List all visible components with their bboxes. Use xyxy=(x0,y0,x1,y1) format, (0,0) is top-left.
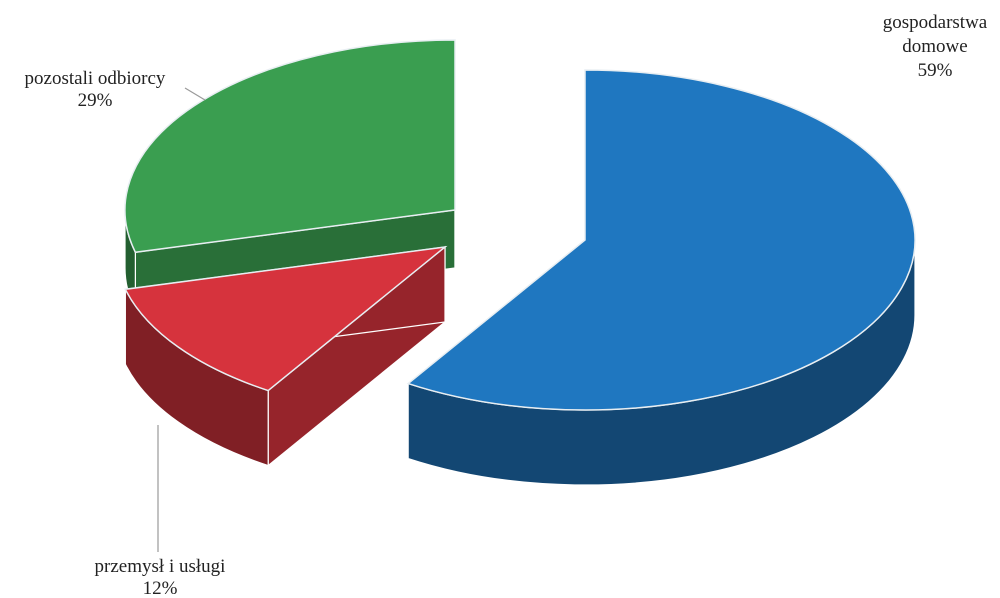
value-label-pozostali-odbiorcy: 29% xyxy=(78,90,113,111)
leader-line-pozostali-odbiorcy xyxy=(184,87,206,101)
value-label-przemys-i-us-ugi: 12% xyxy=(143,578,178,598)
slice-gospodarstwa-domowe xyxy=(406,69,916,411)
category-label-pozostali-odbiorcy: pozostali odbiorcy xyxy=(25,68,166,89)
category-label-przemys-i-us-ugi: przemysł i usługi xyxy=(95,556,226,577)
slice-pozostali-odbiorcy xyxy=(124,39,456,254)
category-label-gospodarstwa-domowe: gospodarstwa xyxy=(883,12,988,33)
slice-przemys-i-us-ugi xyxy=(124,245,448,392)
value-label-gospodarstwa-domowe: 59% xyxy=(918,60,953,81)
category-label-gospodarstwa-domowe: domowe xyxy=(902,36,967,57)
